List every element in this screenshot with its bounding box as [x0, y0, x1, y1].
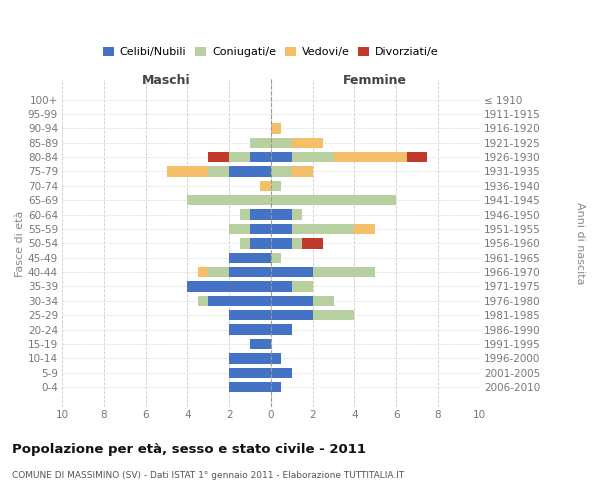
Text: Femmine: Femmine	[343, 74, 407, 86]
Bar	[271, 180, 281, 191]
Bar	[302, 238, 323, 248]
Bar	[250, 224, 271, 234]
Bar	[187, 282, 271, 292]
Bar	[292, 282, 313, 292]
Bar	[313, 267, 375, 278]
Bar	[250, 339, 271, 349]
Bar	[271, 296, 313, 306]
Bar	[271, 195, 396, 205]
Bar	[239, 238, 250, 248]
Bar	[229, 166, 271, 176]
Bar	[260, 180, 271, 191]
Bar	[271, 310, 313, 320]
Bar	[167, 166, 208, 176]
Bar	[271, 152, 292, 162]
Bar	[355, 224, 375, 234]
Bar	[292, 210, 302, 220]
Bar	[334, 152, 407, 162]
Bar	[239, 210, 250, 220]
Text: Popolazione per età, sesso e stato civile - 2011: Popolazione per età, sesso e stato civil…	[12, 442, 366, 456]
Bar	[271, 210, 292, 220]
Legend: Celibi/Nubili, Coniugati/e, Vedovi/e, Divorziati/e: Celibi/Nubili, Coniugati/e, Vedovi/e, Di…	[99, 42, 443, 62]
Bar	[292, 166, 313, 176]
Y-axis label: Anni di nascita: Anni di nascita	[575, 202, 585, 284]
Bar	[292, 152, 334, 162]
Bar	[229, 353, 271, 364]
Bar	[313, 310, 355, 320]
Bar	[229, 152, 250, 162]
Bar	[271, 252, 281, 263]
Bar	[250, 238, 271, 248]
Bar	[229, 252, 271, 263]
Bar	[187, 195, 271, 205]
Bar	[292, 224, 355, 234]
Bar	[292, 138, 323, 148]
Bar	[271, 368, 292, 378]
Bar	[271, 324, 292, 335]
Bar	[198, 296, 208, 306]
Bar	[250, 210, 271, 220]
Bar	[271, 238, 292, 248]
Bar	[229, 310, 271, 320]
Bar	[271, 123, 281, 134]
Bar	[271, 138, 292, 148]
Bar	[208, 152, 229, 162]
Bar	[208, 166, 229, 176]
Bar	[313, 296, 334, 306]
Bar	[271, 382, 281, 392]
Bar	[229, 267, 271, 278]
Bar	[250, 138, 271, 148]
Y-axis label: Fasce di età: Fasce di età	[15, 210, 25, 276]
Bar	[208, 267, 229, 278]
Bar	[271, 224, 292, 234]
Bar	[292, 238, 302, 248]
Bar	[271, 353, 281, 364]
Bar	[229, 382, 271, 392]
Bar	[229, 368, 271, 378]
Bar	[271, 282, 292, 292]
Text: Maschi: Maschi	[142, 74, 191, 86]
Bar	[271, 267, 313, 278]
Bar	[229, 224, 250, 234]
Text: COMUNE DI MASSIMINO (SV) - Dati ISTAT 1° gennaio 2011 - Elaborazione TUTTITALIA.: COMUNE DI MASSIMINO (SV) - Dati ISTAT 1°…	[12, 470, 404, 480]
Bar	[250, 152, 271, 162]
Bar	[198, 267, 208, 278]
Bar	[407, 152, 427, 162]
Bar	[208, 296, 271, 306]
Bar	[271, 166, 292, 176]
Bar	[229, 324, 271, 335]
